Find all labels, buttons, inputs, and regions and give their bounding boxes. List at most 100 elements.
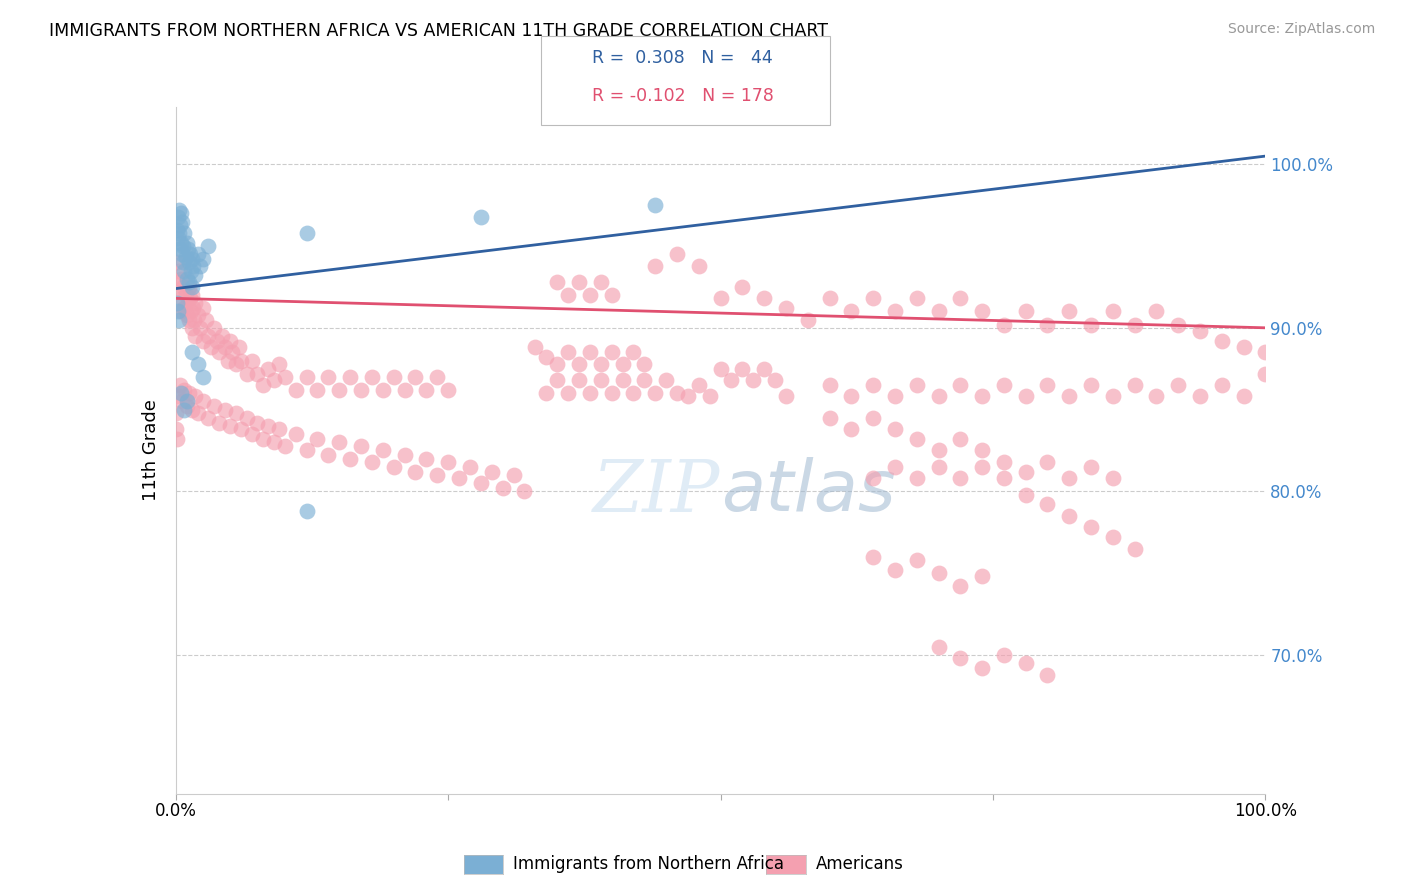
Point bbox=[993, 455, 1015, 469]
Point bbox=[184, 296, 207, 310]
Point bbox=[862, 549, 884, 564]
Point bbox=[318, 369, 340, 384]
Point bbox=[176, 394, 198, 409]
Point bbox=[1254, 345, 1277, 359]
Text: IMMIGRANTS FROM NORTHERN AFRICA VS AMERICAN 11TH GRADE CORRELATION CHART: IMMIGRANTS FROM NORTHERN AFRICA VS AMERI… bbox=[49, 22, 828, 40]
Point bbox=[862, 471, 884, 485]
Point bbox=[246, 367, 269, 381]
Point bbox=[818, 410, 841, 425]
Point bbox=[612, 373, 634, 387]
Point bbox=[579, 386, 602, 401]
Point bbox=[720, 373, 742, 387]
Point bbox=[181, 301, 204, 315]
Point bbox=[179, 247, 201, 261]
Point bbox=[1167, 378, 1189, 392]
Point bbox=[644, 198, 666, 212]
Point bbox=[1211, 334, 1233, 348]
Point bbox=[295, 443, 318, 458]
Point bbox=[754, 361, 776, 376]
Point bbox=[928, 640, 950, 654]
Point bbox=[666, 247, 689, 261]
Point bbox=[174, 251, 197, 265]
Point bbox=[181, 252, 204, 266]
Point bbox=[928, 389, 950, 403]
Point bbox=[173, 402, 195, 417]
Point bbox=[214, 402, 236, 417]
Point bbox=[1015, 465, 1038, 479]
Point bbox=[371, 443, 394, 458]
Point bbox=[231, 422, 253, 436]
Point bbox=[221, 345, 243, 359]
Point bbox=[235, 367, 257, 381]
Point bbox=[177, 296, 200, 310]
Text: Immigrants from Northern Africa: Immigrants from Northern Africa bbox=[513, 855, 785, 873]
Point bbox=[1144, 389, 1167, 403]
Point bbox=[197, 329, 219, 343]
Point bbox=[612, 357, 634, 371]
Point bbox=[731, 280, 754, 294]
Point bbox=[181, 280, 204, 294]
Point bbox=[1057, 471, 1080, 485]
Point bbox=[1080, 459, 1102, 474]
Point bbox=[568, 275, 591, 289]
Text: R = -0.102   N = 178: R = -0.102 N = 178 bbox=[592, 87, 773, 105]
Point bbox=[557, 288, 579, 302]
Point bbox=[470, 476, 492, 491]
Point bbox=[1080, 520, 1102, 534]
Point bbox=[169, 242, 191, 257]
Point bbox=[360, 455, 382, 469]
Point bbox=[993, 471, 1015, 485]
Point bbox=[257, 418, 280, 433]
Point bbox=[252, 432, 274, 446]
Point bbox=[167, 202, 190, 217]
Point bbox=[1102, 304, 1125, 318]
Point bbox=[1123, 541, 1146, 556]
Point bbox=[862, 291, 884, 305]
Point bbox=[371, 383, 394, 397]
Point bbox=[181, 402, 204, 417]
Point bbox=[177, 275, 200, 289]
Y-axis label: 11th Grade: 11th Grade bbox=[142, 400, 160, 501]
Point bbox=[328, 435, 350, 450]
Point bbox=[170, 235, 193, 250]
Point bbox=[191, 252, 214, 266]
Point bbox=[205, 334, 228, 348]
Text: atlas: atlas bbox=[721, 458, 896, 526]
Point bbox=[170, 271, 193, 285]
Point bbox=[166, 296, 188, 310]
Point bbox=[1123, 378, 1146, 392]
Point bbox=[217, 353, 239, 368]
Point bbox=[180, 304, 202, 318]
Point bbox=[170, 206, 193, 220]
Point bbox=[502, 467, 524, 482]
Point bbox=[167, 389, 190, 403]
Point bbox=[579, 345, 602, 359]
Point bbox=[167, 226, 190, 240]
Point bbox=[188, 259, 211, 273]
Point bbox=[166, 222, 188, 236]
Point bbox=[884, 422, 907, 436]
Point bbox=[180, 263, 202, 277]
Point bbox=[200, 340, 222, 354]
Point bbox=[905, 432, 928, 446]
Point bbox=[763, 373, 786, 387]
Point bbox=[742, 373, 765, 387]
Point bbox=[949, 651, 972, 665]
Point bbox=[589, 357, 612, 371]
Point bbox=[884, 563, 907, 577]
Point bbox=[1057, 508, 1080, 523]
Point bbox=[240, 427, 263, 442]
Point bbox=[225, 357, 247, 371]
Point bbox=[257, 361, 280, 376]
Point bbox=[458, 459, 481, 474]
Point bbox=[252, 378, 274, 392]
Point bbox=[524, 340, 547, 354]
Point bbox=[405, 465, 427, 479]
Point bbox=[633, 373, 655, 387]
Point bbox=[307, 383, 329, 397]
Point bbox=[167, 304, 190, 318]
Point bbox=[405, 369, 427, 384]
Point bbox=[470, 210, 492, 224]
Point bbox=[307, 432, 329, 446]
Point bbox=[884, 459, 907, 474]
